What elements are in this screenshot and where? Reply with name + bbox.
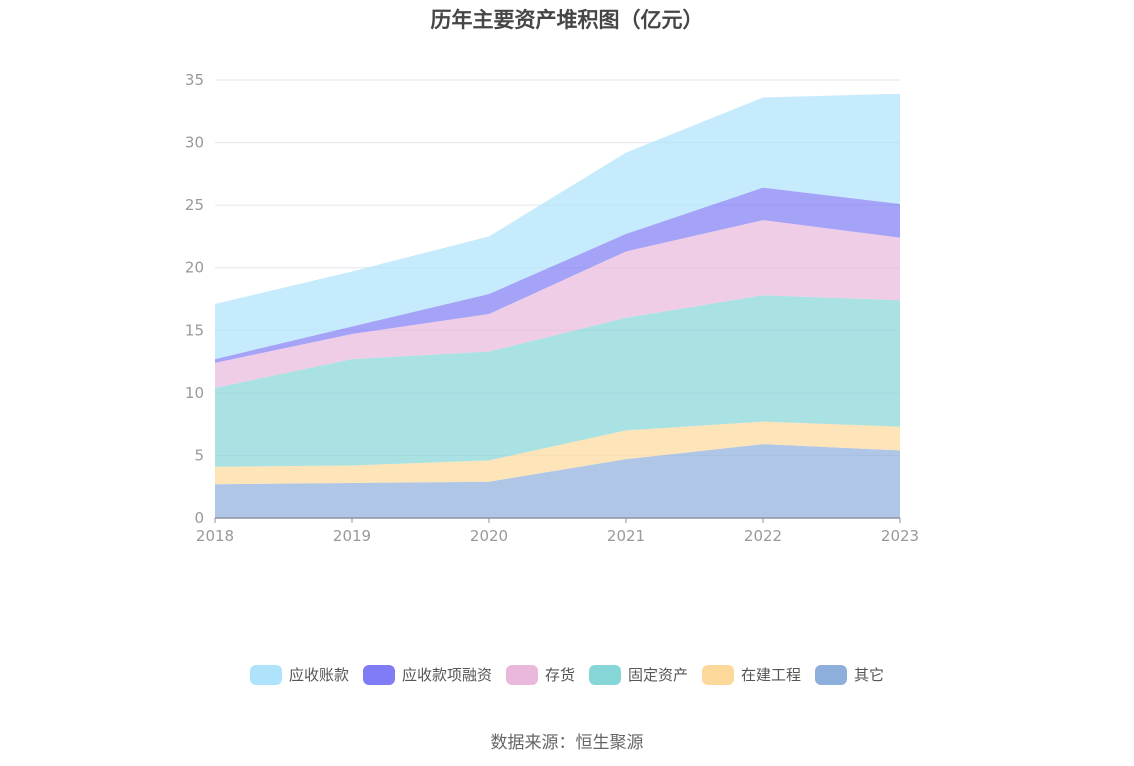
area-series-2 xyxy=(215,295,900,467)
y-tick-label: 35 xyxy=(185,71,204,89)
legend-item[interactable]: 应收款项融资 xyxy=(362,664,492,685)
x-tick-label: 2023 xyxy=(881,527,919,545)
data-source-note: 数据来源：恒生聚源 xyxy=(490,733,644,753)
x-tick-label: 2021 xyxy=(607,527,645,545)
legend-item[interactable]: 在建工程 xyxy=(702,664,801,685)
area-series-4 xyxy=(215,187,900,363)
legend-label: 在建工程 xyxy=(741,666,802,684)
y-tick-label: 20 xyxy=(185,259,204,277)
area-series-3 xyxy=(215,220,900,388)
legend-item[interactable]: 固定资产 xyxy=(589,664,688,685)
legend-item[interactable]: 存货 xyxy=(505,664,575,685)
area-series-0 xyxy=(215,444,900,518)
y-tick-label: 30 xyxy=(185,134,204,152)
legend-label: 应收款项融资 xyxy=(401,666,492,684)
y-tick-label: 10 xyxy=(185,384,204,402)
area-series-1 xyxy=(215,421,900,485)
stacked-area-chart: 0 5 10 15 20 25 30 35 2018 2019 2020 2021 2022 2023 xyxy=(185,71,919,545)
legend-label: 固定资产 xyxy=(628,666,689,684)
legend-item[interactable]: 应收账款 xyxy=(249,664,349,685)
x-tick-label: 2022 xyxy=(744,527,782,545)
axes: 0 5 10 15 20 25 30 35 2018 2019 2020 2021 2022 2023 xyxy=(185,71,919,545)
legend-label: 存货 xyxy=(544,666,575,684)
legend-swatch xyxy=(589,664,621,685)
area-series-5 xyxy=(215,93,900,360)
legend-swatch xyxy=(702,664,735,685)
legend-swatch xyxy=(815,664,848,685)
x-tick-label: 2018 xyxy=(196,527,234,545)
y-tick-label: 15 xyxy=(185,321,204,339)
x-tick-label: 2019 xyxy=(333,527,371,545)
chart-title: 历年主要资产堆积图（亿元） xyxy=(430,8,704,32)
legend-swatch xyxy=(249,664,282,685)
legend-label: 其它 xyxy=(854,666,885,684)
legend-swatch xyxy=(505,664,538,685)
y-tick-label: 5 xyxy=(194,446,204,464)
y-tick-label: 0 xyxy=(194,509,204,527)
legend-label: 应收账款 xyxy=(288,666,349,684)
x-tick-label: 2020 xyxy=(470,527,508,545)
y-tick-label: 25 xyxy=(185,196,204,214)
legend-item[interactable]: 其它 xyxy=(815,664,884,685)
area-series xyxy=(215,93,900,518)
legend: 应收账款 应收款项融资 存货 固定资产 在建工程 其它 xyxy=(0,664,1134,685)
legend-swatch xyxy=(362,664,395,685)
